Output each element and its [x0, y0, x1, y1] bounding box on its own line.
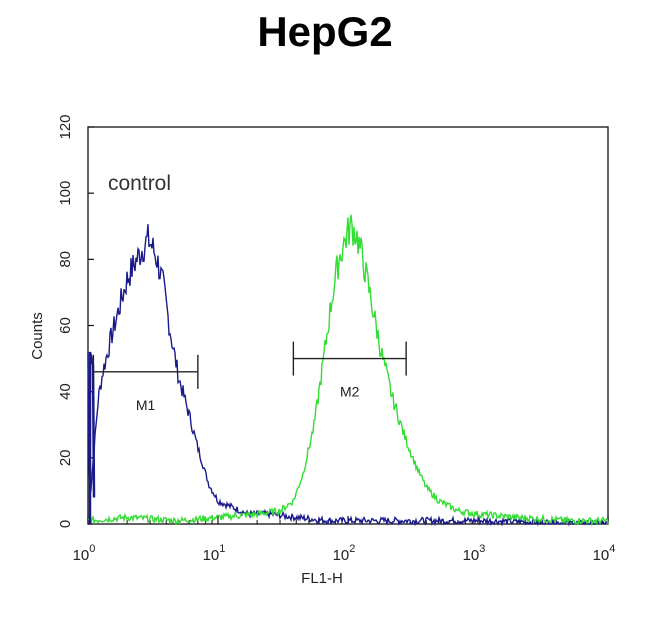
y-tick-label: 40	[57, 383, 74, 400]
x-tick-label: 104	[593, 543, 616, 564]
y-tick-label: 0	[57, 520, 74, 528]
marker-label: M1	[136, 397, 156, 413]
y-tick-label: 80	[57, 251, 74, 268]
y-axis-label: Counts	[29, 312, 46, 360]
control-annotation: control	[108, 172, 171, 195]
y-tick-label: 100	[57, 181, 74, 206]
chart-title: HepG2	[257, 8, 393, 55]
y-tick-label: 120	[57, 114, 74, 139]
x-tick-label: 100	[73, 543, 96, 564]
y-tick-label: 20	[57, 449, 74, 466]
x-axis-label: FL1-H	[301, 570, 343, 587]
x-tick-label: 101	[203, 543, 226, 564]
marker-label: M2	[340, 384, 360, 400]
y-tick-label: 60	[57, 317, 74, 334]
series-1-edge-spike	[88, 351, 96, 524]
histogram-series-1	[87, 224, 609, 527]
histogram-series-2	[87, 214, 609, 527]
x-tick-label: 102	[333, 543, 356, 564]
x-tick-label: 103	[463, 543, 486, 564]
